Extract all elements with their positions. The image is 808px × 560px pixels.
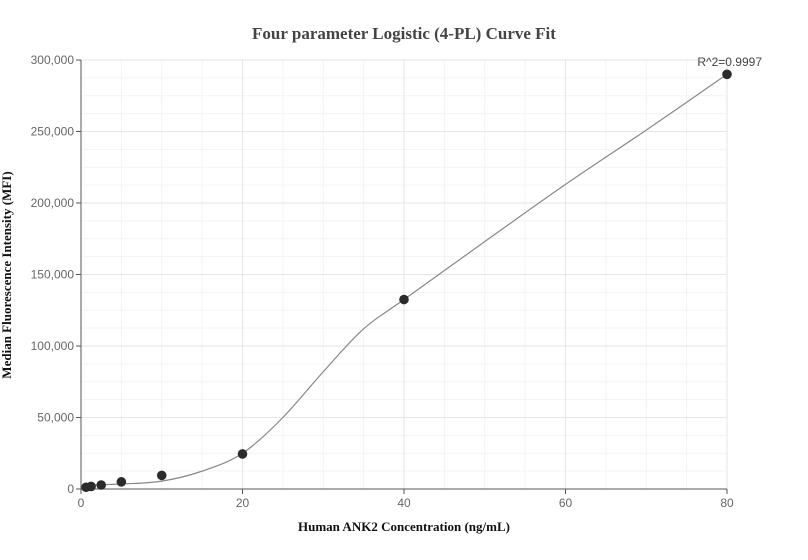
r-squared-annotation: R^2=0.9997 bbox=[697, 55, 762, 69]
data-point bbox=[722, 69, 732, 80]
major-grid bbox=[81, 59, 728, 489]
data-point bbox=[156, 470, 167, 481]
data-point bbox=[86, 481, 96, 492]
x-axis-label: Human ANK2 Concentration (ng/mL) bbox=[298, 519, 510, 534]
y-tick-label: 100,000 bbox=[31, 339, 75, 353]
data-point bbox=[399, 294, 409, 305]
fit-curve bbox=[80, 73, 728, 487]
y-tick-label: 300,000 bbox=[31, 53, 75, 67]
y-tick-label: 50,000 bbox=[37, 411, 74, 425]
y-tick-label: 150,000 bbox=[31, 268, 75, 282]
y-tick-label: 0 bbox=[67, 482, 74, 496]
y-tick-label: 250,000 bbox=[31, 125, 75, 139]
data-point bbox=[116, 477, 127, 487]
axes bbox=[76, 59, 728, 494]
chart-title: Four parameter Logistic (4-PL) Curve Fit bbox=[252, 24, 556, 43]
x-tick-labels: 0 20 40 60 80 bbox=[78, 496, 734, 510]
x-tick-label: 80 bbox=[720, 496, 734, 510]
x-tick-label: 0 bbox=[78, 496, 85, 510]
data-points bbox=[81, 69, 732, 493]
data-point bbox=[96, 480, 106, 490]
y-tick-label: 200,000 bbox=[31, 196, 75, 210]
x-tick-label: 60 bbox=[559, 496, 573, 510]
data-point bbox=[237, 449, 248, 459]
x-tick-label: 20 bbox=[236, 496, 250, 510]
x-tick-label: 40 bbox=[397, 496, 411, 510]
y-axis-label: Median Fluorescence Intensity (MFI) bbox=[0, 171, 14, 378]
y-tick-labels: 0 50,000 100,000 150,000 200,000 250,000 300,0… bbox=[31, 53, 75, 496]
